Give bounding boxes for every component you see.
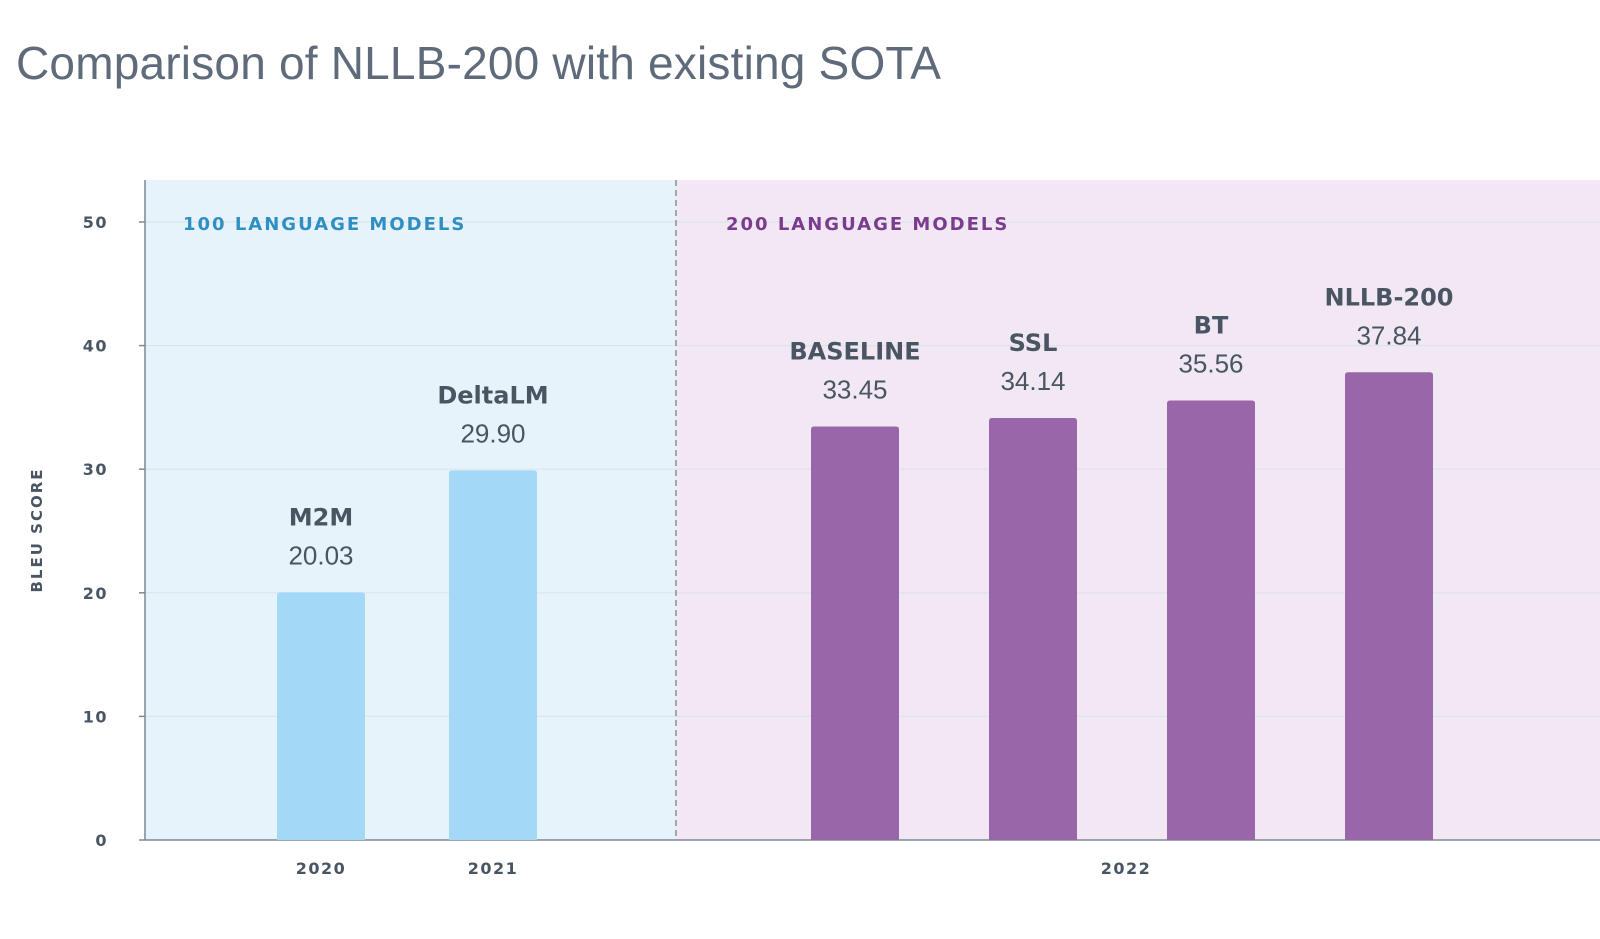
y-tick-label-20: 20	[83, 584, 108, 603]
bar-m2m	[277, 592, 365, 840]
bar-deltalm	[449, 470, 537, 840]
x-tick-label-2021: 2021	[468, 859, 519, 878]
y-tick-label-10: 10	[83, 707, 108, 726]
x-tick-label-2022: 2022	[1101, 859, 1152, 878]
bar-name-nllb-200: NLLB-200	[1324, 283, 1453, 311]
section-bg-100	[145, 180, 676, 840]
bar-name-ssl: SSL	[1009, 329, 1058, 357]
bar-name-m2m: M2M	[289, 503, 353, 531]
bar-name-baseline: BASELINE	[789, 338, 920, 366]
y-tick-label-40: 40	[83, 337, 108, 356]
bar-nllb-200	[1345, 372, 1433, 840]
bar-value-ssl: 34.14	[1000, 366, 1065, 396]
section-label-100: 100 LANGUAGE MODELS	[183, 214, 466, 235]
x-tick-label-2020: 2020	[296, 859, 347, 878]
bar-name-bt: BT	[1194, 311, 1229, 339]
bar-bt	[1167, 400, 1255, 840]
bar-value-baseline: 33.45	[822, 375, 887, 405]
y-axis-label: BLEU SCORE	[28, 468, 46, 593]
bar-value-m2m: 20.03	[288, 540, 353, 570]
bar-baseline	[811, 426, 899, 840]
bar-value-deltalm: 29.90	[460, 418, 525, 448]
bar-name-deltalm: DeltaLM	[437, 381, 548, 409]
section-label-200: 200 LANGUAGE MODELS	[726, 214, 1009, 235]
y-tick-label-0: 0	[95, 831, 108, 850]
y-tick-label-30: 30	[83, 460, 108, 479]
bar-ssl	[989, 418, 1077, 840]
bar-value-bt: 35.56	[1178, 348, 1243, 378]
bar-value-nllb-200: 37.84	[1356, 320, 1421, 350]
chart-title: Comparison of NLLB-200 with existing SOT…	[16, 37, 942, 89]
y-tick-label-50: 50	[83, 213, 108, 232]
